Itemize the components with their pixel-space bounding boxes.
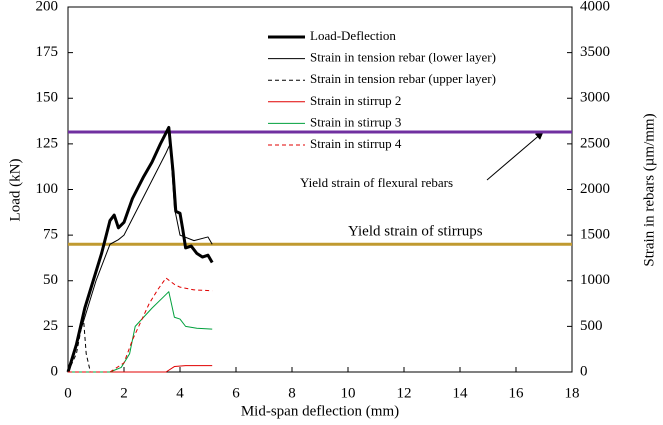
legend-label: Strain in stirrup 4 xyxy=(310,136,402,151)
y2-tick-label: 2000 xyxy=(580,181,610,197)
x-tick-label: 6 xyxy=(232,385,240,401)
y-tick-label: 150 xyxy=(36,90,59,106)
reference-label: Yield strain of stirrups xyxy=(348,223,483,239)
x-tick-label: 12 xyxy=(397,385,412,401)
series-line xyxy=(66,125,214,373)
x-tick-label: 8 xyxy=(288,385,296,401)
y2-tick-label: 3000 xyxy=(580,90,610,106)
y2-tick-label: 0 xyxy=(580,363,588,379)
legend-label: Strain in tension rebar (upper layer) xyxy=(310,71,496,86)
x-tick-label: 4 xyxy=(176,385,184,401)
x-axis-label: Mid-span deflection (mm) xyxy=(241,403,399,419)
x-tick-label: 14 xyxy=(453,385,469,401)
x-tick-label: 0 xyxy=(64,385,72,401)
y-tick-label: 100 xyxy=(36,181,59,197)
y2-tick-label: 4000 xyxy=(580,0,610,14)
y-tick-label: 75 xyxy=(43,227,58,243)
y2-tick-label: 500 xyxy=(580,318,603,334)
y2-tick-label: 2500 xyxy=(580,135,610,151)
y2-tick-label: 3500 xyxy=(580,44,610,60)
x-tick-label: 16 xyxy=(509,385,525,401)
legend-label: Strain in stirrup 3 xyxy=(310,114,401,129)
legend-label: Strain in stirrup 2 xyxy=(310,93,401,108)
y-tick-label: 25 xyxy=(43,318,58,334)
series-line xyxy=(68,365,213,373)
y-tick-label: 50 xyxy=(43,272,58,288)
y-tick-label: 175 xyxy=(36,44,59,60)
y-tick-label: 0 xyxy=(51,363,59,379)
series-line xyxy=(67,316,213,373)
x-tick-label: 2 xyxy=(120,385,128,401)
y2-tick-label: 1500 xyxy=(580,227,610,243)
series-line xyxy=(68,291,213,373)
y2-tick-label: 1000 xyxy=(580,272,610,288)
y2-axis-label: Strain in rebars (µm/mm) xyxy=(641,113,657,266)
x-tick-label: 10 xyxy=(341,385,356,401)
reference-label: Yield strain of flexural rebars xyxy=(300,175,453,190)
legend-label: Load-Deflection xyxy=(310,28,396,43)
annotation-arrow xyxy=(486,131,544,181)
legend-label: Strain in tension rebar (lower layer) xyxy=(310,50,496,65)
y-tick-label: 125 xyxy=(36,135,59,151)
series-line xyxy=(67,143,213,373)
x-tick-label: 18 xyxy=(565,385,580,401)
y-axis-label: Load (kN) xyxy=(7,159,23,222)
y-tick-label: 200 xyxy=(36,0,59,14)
